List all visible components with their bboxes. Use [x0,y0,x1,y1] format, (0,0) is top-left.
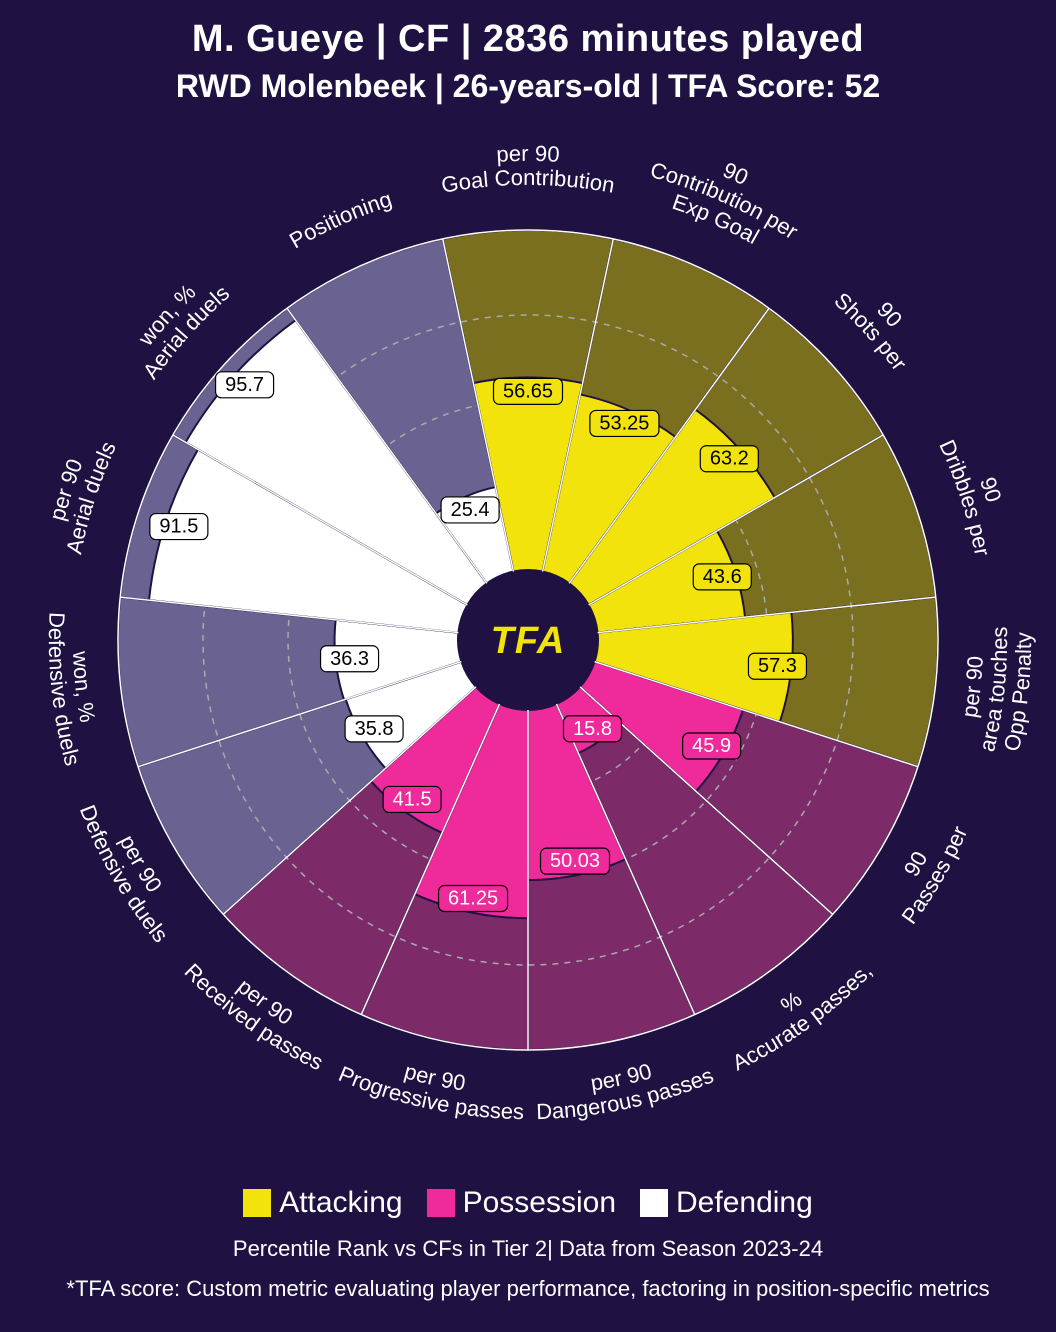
metric-label: per 90 [496,141,561,167]
legend-label: Attacking [279,1186,402,1220]
value-label: 36.3 [330,648,369,670]
legend-swatch [427,1189,455,1217]
legend: Attacking Possession Defending [0,1186,1056,1225]
value-label: 95.7 [225,374,264,396]
metric-label: Goal Contribution [439,165,616,198]
value-label: 41.5 [393,788,432,810]
footer-line-2: *TFA score: Custom metric evaluating pla… [0,1276,1056,1302]
value-label: 25.4 [451,499,490,521]
metric-label: Shots per [830,287,912,375]
legend-swatch [243,1189,271,1217]
legend-label: Possession [463,1186,616,1220]
value-label: 43.6 [703,566,742,588]
metric-label: Passes per [897,822,973,928]
value-label: 63.2 [710,448,749,470]
value-label: 35.8 [355,718,394,740]
value-label: 50.03 [550,850,600,872]
value-label: 15.8 [573,718,612,740]
value-label: 45.9 [692,735,731,757]
legend-item: Attacking [243,1186,402,1220]
page-title: M. Gueye | CF | 2836 minutes played [0,18,1056,61]
footer-line-1: Percentile Rank vs CFs in Tier 2| Data f… [0,1236,1056,1262]
page-subtitle: RWD Molenbeek | 26-years-old | TFA Score… [0,68,1056,105]
radial-chart: 56.65 53.25 63.2 43.6 57.3 45.9 15.8 50.03 61.25… [0,120,1056,1160]
value-label: 56.65 [503,380,553,402]
radial-svg: 56.65 53.25 63.2 43.6 57.3 45.9 15.8 50.03 61.25… [0,120,1056,1160]
center-text: TFA [491,620,566,662]
value-label: 57.3 [758,655,797,677]
value-label: 53.25 [599,412,649,434]
value-label: 61.25 [448,887,498,909]
page: M. Gueye | CF | 2836 minutes played RWD … [0,0,1056,1332]
legend-swatch [640,1189,668,1217]
legend-label: Defending [676,1186,813,1220]
legend-item: Defending [640,1186,813,1220]
legend-item: Possession [427,1186,616,1220]
metric-label: Positioning [285,186,395,253]
value-label: 91.5 [159,516,198,538]
